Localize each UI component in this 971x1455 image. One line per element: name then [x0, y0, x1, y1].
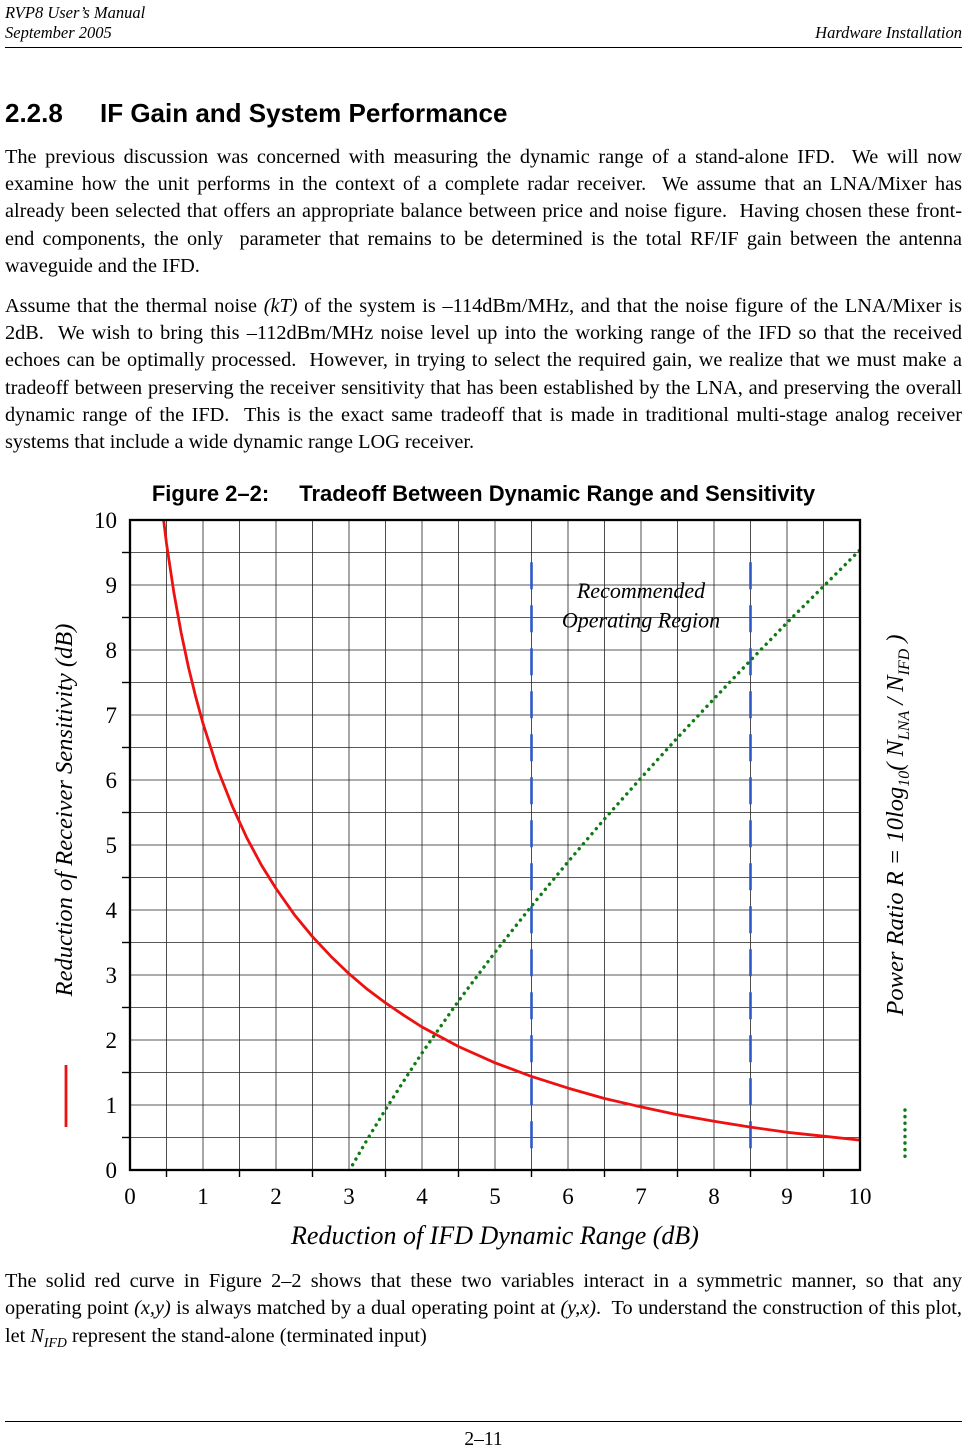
ifd-subscript: IFD	[43, 1334, 67, 1350]
svg-text:8: 8	[106, 638, 118, 663]
yx-italic: (y,x)	[560, 1297, 597, 1320]
page-footer: 2–11	[5, 1416, 962, 1451]
svg-text:7: 7	[635, 1184, 647, 1209]
svg-text:Operating Region: Operating Region	[562, 608, 720, 633]
paragraph-2: Assume that the thermal noise (kT) of th…	[5, 293, 962, 456]
annotation-recommended-operating-region: Recommended Operating Region	[562, 578, 720, 632]
svg-text:2: 2	[106, 1028, 118, 1053]
svg-text:4: 4	[106, 898, 118, 923]
x-tick-labels: 0 1 2 3 4 5 6 7 8 9 10	[124, 1184, 871, 1209]
figure-2-2: 0 1 2 3 4 5 6 7 8 9 10 0 1 2 3 4 5 6 7 8 9 10 Recommended Opera…	[0, 508, 962, 1260]
svg-text:Recommended: Recommended	[576, 578, 706, 603]
y-axis-title-right: Power Ratio R = 10log10( NLNA / NIFD )	[882, 635, 913, 1017]
chart-grid	[130, 520, 860, 1171]
figure-caption: Figure 2–2: Tradeoff Between Dynamic Rang…	[5, 481, 962, 507]
chapter-title: Hardware Installation	[815, 22, 962, 42]
kt-italic: (kT)	[263, 295, 298, 318]
paragraph-3: The solid red curve in Figure 2–2 shows …	[5, 1268, 962, 1356]
plot-border	[128, 519, 862, 1172]
figure-label: Figure 2–2:	[151, 481, 270, 507]
manual-title: RVP8 User’s Manual	[5, 3, 146, 22]
svg-text:1: 1	[106, 1093, 118, 1118]
n-ifd-italic: NIFD	[30, 1324, 67, 1350]
svg-text:10: 10	[849, 1184, 872, 1209]
svg-text:9: 9	[106, 573, 118, 598]
footer-rule	[5, 1421, 962, 1422]
power-ratio-R-curve	[350, 548, 862, 1167]
x-axis-title: Reduction of IFD Dynamic Range (dB)	[290, 1221, 699, 1250]
svg-text:8: 8	[708, 1184, 720, 1209]
svg-text:5: 5	[489, 1184, 501, 1209]
paragraph-3-text-b: is always matched by a dual operating po…	[170, 1297, 561, 1320]
svg-text:4: 4	[416, 1184, 428, 1209]
section-heading: 2.2.8 IF Gain and System Performance	[5, 98, 962, 128]
figure-title: Tradeoff Between Dynamic Range and Sensi…	[299, 481, 816, 507]
svg-text:7: 7	[106, 703, 118, 728]
manual-date: September 2005	[5, 22, 112, 42]
section-title: IF Gain and System Performance	[100, 98, 508, 128]
axis-minor-ticks	[122, 552, 825, 1178]
paragraph-3-text-d: represent the stand-alone (terminated in…	[66, 1324, 427, 1347]
svg-text:5: 5	[106, 833, 118, 858]
xy-italic: (x,y)	[134, 1297, 171, 1320]
paragraph-1: The previous discussion was concerned wi…	[5, 146, 968, 277]
svg-text:3: 3	[343, 1184, 355, 1209]
page-number: 2–11	[464, 1429, 503, 1450]
paragraph-3-text: The solid red curve in Figure 2–2 shows …	[5, 1270, 968, 1320]
paragraph-2-text: Assume that the thermal noise	[5, 295, 264, 318]
svg-text:10: 10	[94, 510, 117, 533]
svg-text:6: 6	[106, 768, 118, 793]
svg-text:2: 2	[270, 1184, 282, 1209]
svg-text:0: 0	[106, 1158, 118, 1183]
y-tick-labels: 0 1 2 3 4 5 6 7 8 9 10	[94, 508, 118, 1183]
svg-text:3: 3	[106, 963, 118, 988]
paragraph-3-text-c: . To understand the construction of this…	[5, 1297, 968, 1347]
svg-text:0: 0	[124, 1184, 136, 1209]
paragraph-2-text-cont: of the system is –114dBm/MHz, and that t…	[5, 295, 968, 454]
header-left: RVP8 User’s Manual September 2005	[5, 3, 145, 42]
header-rule	[5, 47, 962, 48]
section-number: 2.2.8	[5, 98, 63, 128]
svg-text:9: 9	[781, 1184, 793, 1209]
page-header: RVP8 User’s Manual September 2005 Hardwa…	[5, 3, 962, 42]
svg-text:6: 6	[562, 1184, 574, 1209]
tradeoff-chart: 0 1 2 3 4 5 6 7 8 9 10 0 1 2 3 4 5 6 7 8 9 10 Recommended Opera…	[51, 508, 913, 1250]
svg-text:1: 1	[197, 1184, 209, 1209]
reduction-of-receiver-sensitivity-curve	[162, 520, 861, 1142]
y-axis-title-left: Reduction of Receiver Sensitivity (dB)	[51, 624, 78, 998]
